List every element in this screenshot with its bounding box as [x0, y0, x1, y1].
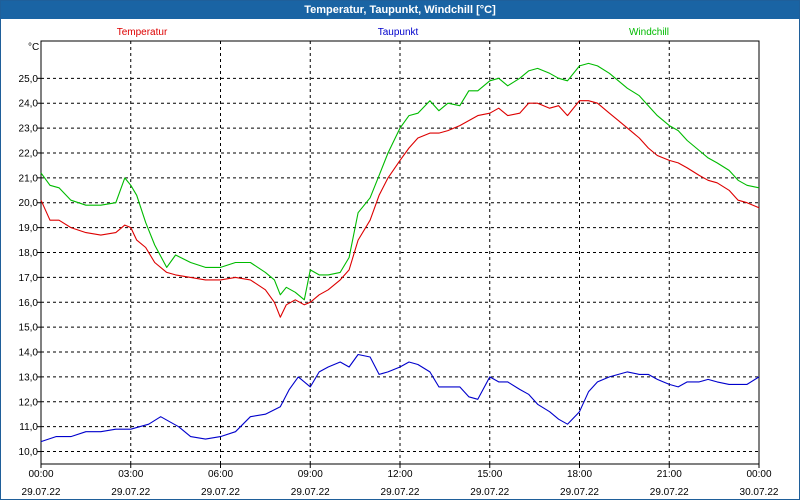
x-tick-date: 29.07.22: [560, 487, 599, 498]
x-tick-time: 00:00: [746, 469, 771, 480]
x-tick-time: 18:00: [567, 469, 592, 480]
series-lines: [40, 62, 760, 443]
line-chart: 10,0 11,0 12,0 13,0 14,0 15,0 16,0 17,0 18,0 19,0…: [1, 19, 799, 499]
y-tick-label: 12,0: [19, 397, 39, 408]
legend-temperatur: Temperatur: [117, 27, 168, 38]
y-tick-label: 16,0: [19, 298, 39, 309]
x-tick-time: 21:00: [657, 469, 682, 480]
y-tick-label: 18,0: [19, 248, 39, 259]
x-tick-time: 03:00: [118, 469, 143, 480]
y-tick-label: 19,0: [19, 223, 39, 234]
legend-windchill: Windchill: [629, 27, 669, 38]
x-tick-date: 29.07.22: [291, 487, 330, 498]
y-tick-label: 20,0: [19, 198, 39, 209]
x-tick-date: 30.07.22: [740, 487, 779, 498]
x-tick-time: 06:00: [208, 469, 233, 480]
y-tick-label: 10,0: [19, 447, 39, 458]
grid-lines: [41, 41, 759, 464]
y-tick-label: 23,0: [19, 124, 39, 135]
series-line-windchill: [40, 62, 760, 301]
x-tick-time: 12:00: [387, 469, 412, 480]
x-tick-date: 29.07.22: [111, 487, 150, 498]
x-tick-time: 15:00: [477, 469, 502, 480]
x-tick-date: 29.07.22: [381, 487, 420, 498]
y-tick-label: 25,0: [19, 74, 39, 85]
y-tick-label: 22,0: [19, 148, 39, 159]
axes: [37, 40, 760, 468]
x-tick-date: 29.07.22: [22, 487, 61, 498]
y-tick-label: 15,0: [19, 323, 39, 334]
y-tick-label: 13,0: [19, 372, 39, 383]
y-tick-label: 21,0: [19, 173, 39, 184]
window-title: Temperatur, Taupunkt, Windchill [°C]: [1, 1, 799, 19]
x-tick-date: 29.07.22: [650, 487, 689, 498]
x-tick-date: 29.07.22: [201, 487, 240, 498]
legend: Temperatur Taupunkt Windchill: [117, 27, 669, 38]
y-axis-unit: °C: [28, 42, 39, 53]
y-tick-label: 17,0: [19, 273, 39, 284]
series-line-temperatur: [40, 100, 760, 318]
y-tick-label: 14,0: [19, 348, 39, 359]
y-tick-labels: 10,0 11,0 12,0 13,0 14,0 15,0 16,0 17,0 18,0 19,0…: [19, 74, 39, 458]
plot-frame: [40, 40, 760, 465]
x-tick-labels: 00:00 29.07.22 03:00 29.07.22 06:00 29.07.22 0…: [22, 469, 779, 498]
series-line-taupunkt: [40, 353, 760, 443]
x-tick-date: 29.07.22: [470, 487, 509, 498]
y-tick-label: 24,0: [19, 99, 39, 110]
legend-taupunkt: Taupunkt: [378, 27, 419, 38]
y-tick-label: 11,0: [19, 422, 38, 433]
x-tick-time: 00:00: [28, 469, 53, 480]
x-tick-time: 09:00: [298, 469, 323, 480]
